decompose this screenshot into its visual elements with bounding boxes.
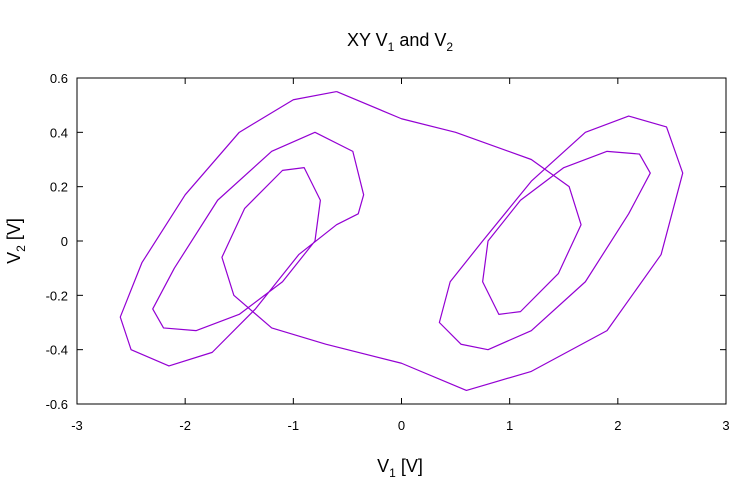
y-axis-label: V2 [V] bbox=[4, 218, 28, 264]
x-axis-label: V1 [V] bbox=[377, 456, 423, 480]
label-text: V bbox=[377, 456, 389, 476]
y-tick-label: 0.2 bbox=[50, 180, 68, 195]
x-tick-label: 3 bbox=[722, 418, 729, 433]
y-tick-label: -0.6 bbox=[46, 397, 68, 412]
x-tick-label: 2 bbox=[614, 418, 621, 433]
label-text: V bbox=[4, 252, 24, 264]
title-sub: 1 bbox=[388, 40, 395, 54]
label-text: [V] bbox=[4, 218, 24, 245]
title-sub: 2 bbox=[446, 40, 453, 54]
title-text: and V bbox=[394, 30, 446, 50]
plot-frame bbox=[76, 77, 727, 405]
chart-title: XY V1 and V2 bbox=[347, 30, 453, 54]
y-tick-label: -0.2 bbox=[46, 288, 68, 303]
x-tick-label: -1 bbox=[288, 418, 300, 433]
label-text: [V] bbox=[396, 456, 423, 476]
y-tick-label: 0.6 bbox=[50, 71, 68, 86]
x-tick-label: 0 bbox=[398, 418, 405, 433]
trajectory-line bbox=[119, 90, 684, 392]
y-tick-label: 0.4 bbox=[50, 125, 68, 140]
title-text: XY V bbox=[347, 30, 388, 50]
x-tick-label: -2 bbox=[179, 418, 191, 433]
label-sub: 2 bbox=[14, 245, 28, 252]
x-tick-label: 1 bbox=[506, 418, 513, 433]
y-tick-label: -0.4 bbox=[46, 343, 68, 358]
label-sub: 1 bbox=[389, 466, 396, 480]
x-tick-label: -3 bbox=[71, 418, 83, 433]
y-tick-label: 0 bbox=[61, 234, 68, 249]
